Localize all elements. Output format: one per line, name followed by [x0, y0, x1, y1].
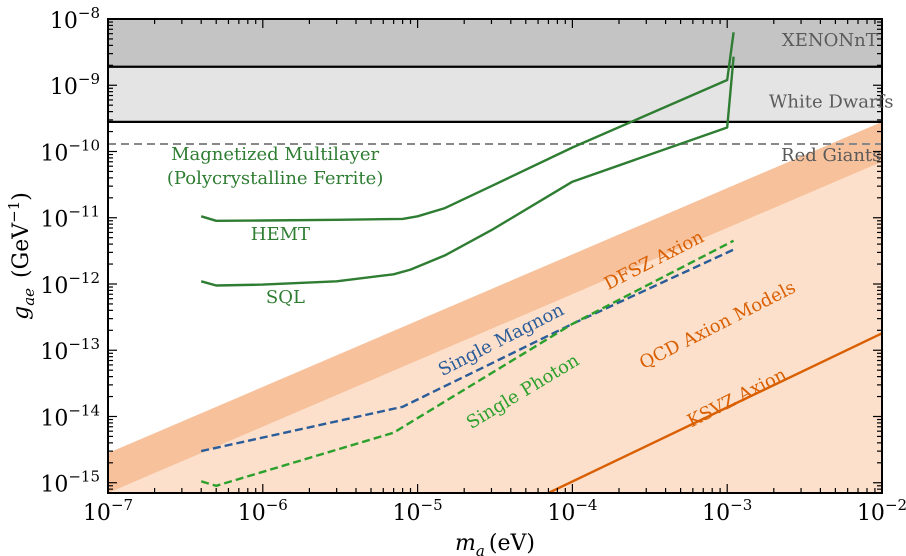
y-tick-label: 10−9 [50, 70, 100, 100]
excluded-region-white-dwarfs [108, 66, 882, 122]
plot-frame [107, 18, 883, 494]
annotation-sql: SQL [266, 287, 305, 308]
y-tick-label: 10−12 [40, 269, 100, 299]
series-single-magnon [200, 248, 735, 453]
x-tick-label: 10−5 [393, 496, 443, 526]
annotation-xenon: XENONnT [782, 30, 878, 51]
x-tick-label: 10−7 [83, 496, 133, 526]
annotation-text: (Polycrystalline Ferrite) [167, 168, 384, 189]
series-ksvz-axion [547, 332, 882, 493]
plot-area [108, 19, 882, 493]
annotation-text: HEMT [251, 224, 310, 245]
annotation-text: White Dwarfs [769, 92, 894, 113]
x-tick-label: 10−2 [857, 496, 906, 526]
series-sql [200, 56, 735, 287]
annotation-text: Magnetized Multilayer [171, 144, 379, 165]
band-dfsz-axion [108, 121, 882, 493]
x-tick-label: 10−3 [702, 496, 752, 526]
series-single-photon [200, 239, 735, 487]
y-tick-label: 10−8 [50, 4, 100, 34]
axis-ticks: 10−7 10−6 10−5 10−4 10−3 10−2 10−8 10−9 10−10 10−… [40, 4, 906, 526]
y-tick-label: 10−11 [40, 203, 100, 233]
x-axis-label: ma (eV) [455, 531, 535, 556]
excluded-region-xenonnt [108, 19, 882, 67]
annotation-mm: Magnetized Multilayer (Polycrystalline Fe… [167, 144, 384, 189]
annotation-hemt: HEMT [251, 224, 310, 245]
annotation-text: XENONnT [782, 30, 878, 51]
annotation-wd: White Dwarfs [769, 92, 894, 113]
axes-border [107, 18, 883, 494]
annotation-text: SQL [266, 287, 305, 308]
y-tick-label: 10−15 [40, 468, 100, 498]
y-tick-label: 10−14 [40, 401, 100, 431]
y-tick-label: 10−13 [40, 335, 100, 365]
annotation-rg: Red Giants [781, 145, 881, 166]
y-tick-label: 10−10 [40, 136, 100, 166]
series-hemt [200, 32, 735, 222]
x-tick-label: 10−6 [238, 496, 288, 526]
y-axis-label: gae(GeV−1) [5, 192, 38, 320]
annotation-text: Red Giants [781, 145, 881, 166]
x-tick-label: 10−4 [547, 496, 597, 526]
